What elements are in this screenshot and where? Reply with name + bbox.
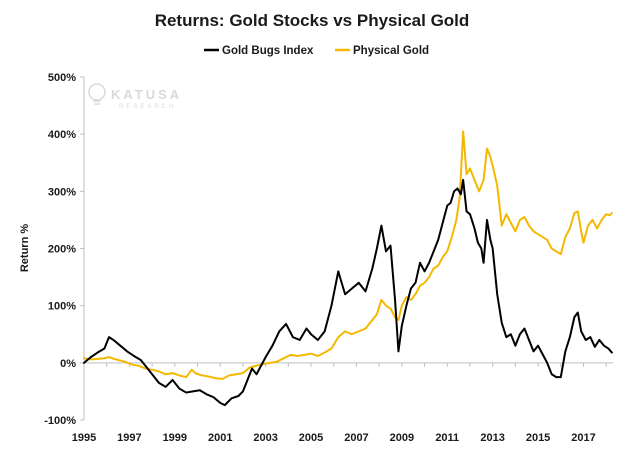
x-tick-label: 2013	[480, 432, 504, 444]
x-tick-label: 1995	[72, 432, 96, 444]
x-tick-label: 2001	[208, 432, 232, 444]
x-tick-label: 2007	[344, 432, 368, 444]
y-tick-label: 200%	[48, 244, 76, 256]
y-tick-label: -100%	[44, 415, 76, 427]
y-tick-label: 100%	[48, 301, 76, 313]
y-tick-label: 0%	[60, 358, 76, 370]
x-tick-label: 2003	[253, 432, 277, 444]
series-line-physical-gold	[83, 130, 613, 380]
x-tick-label: 2011	[435, 432, 459, 444]
series-layer	[83, 130, 613, 407]
y-axis-label: Return %	[19, 224, 31, 273]
katusa-watermark: KATUSA RESEARCH	[88, 83, 182, 110]
x-tick-label: 1999	[163, 432, 187, 444]
legend: Gold Bugs Index Physical Gold	[204, 45, 429, 57]
watermark-brand: KATUSA	[111, 87, 182, 102]
y-tick-label: 500%	[48, 72, 76, 84]
legend-label-gold-bugs-index: Gold Bugs Index	[222, 45, 314, 57]
x-tick-label: 2015	[526, 432, 550, 444]
y-tick-label: 400%	[48, 129, 76, 141]
y-tick-label: 300%	[48, 186, 76, 198]
series-line-gold-bugs-index	[83, 178, 613, 407]
watermark-sub: RESEARCH	[119, 104, 176, 110]
y-axis-ticks: -100% 0% 100% 200% 300% 400% 500%	[44, 72, 84, 427]
x-tick-label: 2005	[299, 432, 323, 444]
legend-label-physical-gold: Physical Gold	[353, 45, 429, 57]
chart-title: Returns: Gold Stocks vs Physical Gold	[155, 11, 470, 30]
x-tick-label: 2017	[571, 432, 595, 444]
x-axis-ticks: 1995 1997 1999 2001 2003 2005 2007 2009 2011 2013…	[72, 362, 607, 444]
axes	[83, 77, 613, 420]
x-tick-label: 1997	[117, 432, 141, 444]
lightbulb-icon	[88, 83, 106, 105]
x-tick-label: 2009	[390, 432, 414, 444]
